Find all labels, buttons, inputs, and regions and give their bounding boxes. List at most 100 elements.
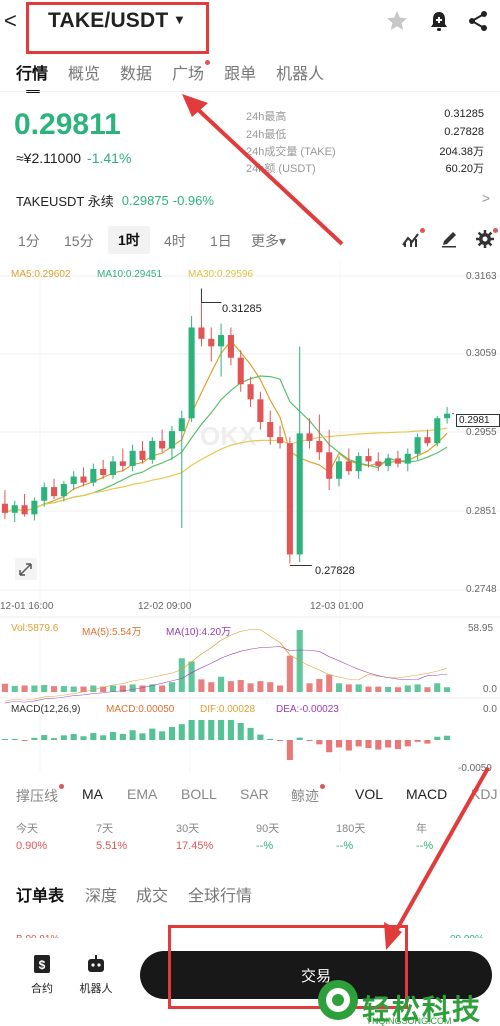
vol-ma10-legend: MA(10):4.20万 bbox=[166, 627, 232, 638]
vol-tick: 58.95 bbox=[468, 623, 494, 634]
pair-title[interactable]: TAKE/USDT bbox=[48, 9, 169, 32]
pair-dropdown-icon[interactable]: ▼ bbox=[173, 12, 186, 27]
stat-high-value: 0.31285 bbox=[444, 108, 484, 120]
volume-bar bbox=[1, 683, 8, 692]
arrow-head bbox=[182, 94, 208, 117]
contract-button[interactable]: $ 合约 bbox=[24, 954, 60, 996]
candle-body bbox=[365, 456, 372, 462]
alert-bell-icon[interactable] bbox=[427, 9, 451, 33]
candle-body bbox=[345, 461, 352, 472]
price-tick: 0.3163 bbox=[466, 271, 497, 282]
macd-bar bbox=[1, 739, 8, 740]
trade-button[interactable]: 交易 bbox=[140, 951, 492, 999]
volume-bar bbox=[80, 686, 87, 692]
time-tick: 12-03 01:00 bbox=[310, 601, 364, 612]
macd-bar bbox=[70, 734, 77, 740]
volume-bar bbox=[208, 682, 215, 692]
period-label: 180天 bbox=[336, 823, 366, 835]
indicator-icon[interactable] bbox=[402, 230, 420, 248]
tab-square[interactable]: 广场 bbox=[172, 60, 211, 84]
watermark-url: YNQINGSONG.COM bbox=[366, 1016, 452, 1026]
tab-global-market[interactable]: 全球行情 bbox=[188, 888, 253, 905]
robot-button[interactable]: 机器人 bbox=[74, 954, 118, 996]
candle-body bbox=[168, 431, 176, 449]
ma30-line bbox=[4, 427, 448, 514]
interval-1d[interactable]: 1日 bbox=[210, 233, 232, 249]
volume-bar bbox=[168, 682, 176, 692]
tab-data[interactable]: 数据 bbox=[120, 60, 152, 84]
svg-text:$: $ bbox=[39, 958, 46, 972]
candle-body bbox=[424, 437, 431, 444]
volume-bar bbox=[345, 684, 352, 692]
macd-value: MACD:0.00050 bbox=[106, 704, 175, 715]
tab-label: 数据 bbox=[120, 66, 153, 83]
candle-body bbox=[60, 484, 67, 497]
period-value: --% bbox=[336, 840, 354, 852]
macd-bar bbox=[31, 737, 38, 740]
macd-bar bbox=[149, 728, 156, 740]
candle-body bbox=[218, 335, 225, 347]
macd-bar bbox=[355, 740, 362, 747]
ma5-legend: MA5:0.29602 bbox=[11, 269, 71, 280]
candle-body bbox=[247, 384, 254, 400]
candle-body bbox=[296, 433, 303, 555]
back-arrow-icon[interactable]: < bbox=[4, 8, 17, 33]
candle-body bbox=[444, 413, 451, 419]
macd-bar bbox=[365, 740, 372, 749]
tab-overview[interactable]: 概览 bbox=[68, 60, 100, 84]
macd-bar bbox=[100, 735, 107, 740]
share-icon[interactable] bbox=[466, 9, 490, 33]
volume-bar bbox=[257, 681, 264, 692]
stat-low-label: 24h最低 bbox=[246, 129, 287, 141]
macd-bar bbox=[316, 740, 323, 745]
settings-gear-icon[interactable] bbox=[476, 230, 494, 248]
macd-bar bbox=[424, 740, 431, 744]
expand-icon bbox=[15, 558, 37, 580]
interval-15m[interactable]: 15分 bbox=[64, 233, 94, 249]
tab-depth[interactable]: 深度 bbox=[85, 888, 118, 905]
stat-volume-label: 24h成交量 (TAKE) bbox=[246, 146, 336, 158]
candle-body bbox=[404, 453, 411, 464]
stat-low-value: 0.27828 bbox=[444, 126, 484, 138]
macd-bar bbox=[218, 720, 225, 740]
macd-bar bbox=[159, 731, 166, 740]
interval-1m[interactable]: 1分 bbox=[18, 233, 40, 249]
time-tick: 12-01 16:00 bbox=[0, 601, 54, 612]
macd-bar bbox=[208, 720, 215, 740]
candle-body bbox=[188, 327, 195, 419]
notification-dot bbox=[320, 784, 325, 789]
perp-price: 0.29875 bbox=[121, 193, 169, 208]
ind-ema[interactable]: EMA bbox=[127, 786, 158, 802]
interval-1h[interactable]: 1时 bbox=[108, 226, 150, 254]
candle-body bbox=[198, 327, 205, 339]
interval-4h[interactable]: 4时 bbox=[164, 233, 186, 249]
volume-bar bbox=[60, 686, 67, 692]
volume-bar bbox=[119, 685, 126, 692]
tab-trades[interactable]: 成交 bbox=[136, 888, 169, 905]
chevron-right-icon[interactable]: > bbox=[481, 190, 490, 206]
ind-vol[interactable]: VOL bbox=[355, 786, 384, 802]
tab-robot[interactable]: 机器人 bbox=[276, 60, 324, 84]
header: < TAKE/USDT ▼ bbox=[0, 0, 500, 46]
kline-chart[interactable]: OKX bbox=[0, 262, 500, 772]
ind-sar[interactable]: SAR bbox=[240, 786, 269, 802]
tab-copy-trade[interactable]: 跟单 bbox=[224, 60, 256, 84]
tab-orderbook[interactable]: 订单表 bbox=[16, 888, 65, 905]
interval-more[interactable]: 更多▾ bbox=[251, 233, 287, 249]
candle-body bbox=[316, 440, 323, 453]
ind-ma[interactable]: MA bbox=[82, 786, 103, 802]
macd-bar bbox=[60, 735, 67, 740]
high-marker-label: 0.31285 bbox=[222, 303, 262, 315]
ind-boll[interactable]: BOLL bbox=[181, 786, 217, 802]
ind-whale[interactable]: 鲸迹 bbox=[291, 784, 325, 806]
candle-body bbox=[326, 452, 333, 479]
candle-body bbox=[267, 422, 274, 438]
ind-macd[interactable]: MACD bbox=[406, 786, 448, 802]
favorite-star-icon[interactable] bbox=[385, 9, 409, 33]
volume-bar bbox=[385, 686, 392, 692]
ind-support[interactable]: 撑压线 bbox=[16, 784, 64, 806]
ma5-line bbox=[4, 340, 448, 514]
draw-pen-icon[interactable] bbox=[440, 230, 458, 248]
macd-bar bbox=[434, 736, 441, 740]
perpetual-row[interactable]: TAKEUSDT 永续 0.29875 -0.96% bbox=[16, 191, 214, 210]
